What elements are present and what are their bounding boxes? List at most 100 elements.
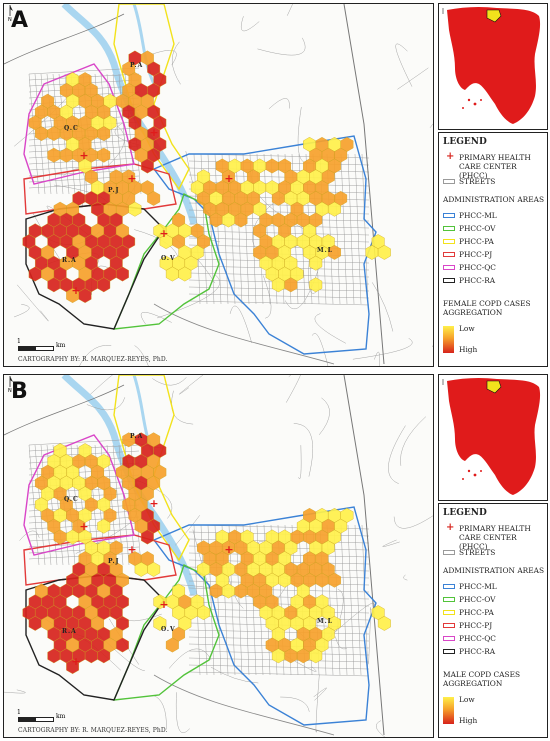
- legend-area-label: PHCC-RA: [459, 647, 496, 656]
- scale-bar-unit: km: [56, 713, 66, 720]
- phcc-marker-icon[interactable]: +: [159, 227, 168, 240]
- phcc-marker-icon[interactable]: +: [79, 520, 88, 533]
- legend-title: LEGEND: [443, 508, 487, 518]
- phcc-marker-icon[interactable]: +: [71, 655, 80, 668]
- north-arrow-icon: N: [8, 376, 13, 393]
- area-swatch: [443, 278, 455, 283]
- locator-inset-map: [438, 3, 548, 130]
- scale-bar: 1 km: [17, 338, 66, 351]
- area-swatch: [443, 649, 455, 654]
- legend-area-label: PHCC-RA: [459, 276, 496, 285]
- svg-text:N: N: [8, 388, 12, 393]
- hex-cell: [116, 266, 129, 282]
- phcc-marker-icon[interactable]: +: [159, 598, 168, 611]
- legend-phcc-label: PRIMARY HEALTH CARE CENTER (PHCC): [459, 524, 531, 551]
- phcc-marker-icon[interactable]: +: [224, 543, 233, 556]
- area-label-pa: P.A: [130, 62, 144, 69]
- red-cross-icon: +: [446, 522, 455, 533]
- area-swatch: [443, 636, 455, 641]
- scale-bar-track: [18, 717, 54, 722]
- city-map: + + + + + +: [4, 4, 433, 366]
- hex-cell: [377, 244, 391, 260]
- area-swatch: [443, 597, 455, 602]
- hex-cell: [97, 518, 111, 534]
- river-branch: [132, 4, 156, 85]
- legend-admin-title-text: ADMINISTRATION AREAS: [443, 566, 545, 575]
- hex-aggregation-layer: [22, 50, 391, 304]
- area-boundary-pa[interactable]: [113, 375, 190, 562]
- area-label-ov: O.V: [161, 626, 176, 633]
- phcc-marker-icon[interactable]: +: [127, 172, 136, 185]
- scale-bar-start: 1: [17, 338, 21, 345]
- locator-inset-map: [438, 374, 548, 501]
- map-frame[interactable]: + + + + + + A N 1 km CARTOGRAPHY BY: R. MARQU…: [3, 3, 434, 367]
- legend-area-label: PHCC-PJ: [459, 250, 493, 259]
- city-map: + + + + + +: [4, 375, 433, 737]
- hex-cell: [147, 561, 161, 577]
- legend-area-label: PHCC-PJ: [459, 621, 493, 630]
- svg-text:N: N: [8, 17, 12, 22]
- scale-bar-unit: km: [56, 342, 66, 349]
- hex-cell: [128, 201, 142, 217]
- legend-area-label: PHCC-ML: [459, 582, 497, 591]
- phcc-marker-icon[interactable]: +: [127, 543, 136, 556]
- aggregation-gradient-swatch: [443, 326, 454, 353]
- phcc-marker-icon[interactable]: +: [149, 497, 158, 510]
- hex-cell: [197, 605, 210, 621]
- area-label-pa: P.A: [130, 433, 144, 440]
- legend-admin-title: ADMINISTRATION AREAS: [443, 195, 545, 204]
- locator-island-map: [442, 6, 541, 125]
- area-label-ml: M.L: [317, 618, 333, 625]
- aggregation-gradient-swatch: [443, 697, 454, 724]
- area-swatch: [443, 213, 455, 218]
- hex-cell: [97, 277, 111, 293]
- area-label-pj: P.J: [108, 187, 120, 194]
- hex-cell: [47, 147, 61, 163]
- hex-cell: [141, 158, 154, 174]
- area-boundary-pa[interactable]: [113, 4, 190, 191]
- area-boundary-qc[interactable]: [23, 63, 135, 185]
- cartography-credit: CARTOGRAPHY BY: R. MARQUEZ-REYES, PhD.: [18, 356, 168, 363]
- legend-agg-title-text: MALE COPD CASES AGGREGATION: [443, 670, 521, 688]
- hex-cell: [328, 572, 341, 588]
- area-swatch: [443, 252, 455, 257]
- legend-agg-title-text: FEMALE COPD CASES AGGREGATION: [443, 299, 531, 317]
- area-label-qc: Q.C: [64, 125, 79, 132]
- scale-bar: 1 km: [17, 709, 66, 722]
- map-panel-a: + + + + + + A N 1 km CARTOGRAPHY BY: R. MARQU…: [0, 0, 550, 370]
- hex-cell: [97, 126, 111, 142]
- north-arrow-icon: N: [8, 5, 13, 22]
- legend-streets-label: STREETS: [459, 177, 496, 186]
- gradient-low-label: Low: [459, 324, 475, 333]
- legend-area-label: PHCC-OV: [459, 224, 496, 233]
- map-legend: LEGEND + PRIMARY HEALTH CARE CENTER (PHC…: [438, 503, 548, 738]
- hex-cell: [165, 637, 179, 653]
- legend-admin-title-text: ADMINISTRATION AREAS: [443, 195, 545, 204]
- map-legend: LEGEND + PRIMARY HEALTH CARE CENTER (PHC…: [438, 132, 548, 367]
- hex-cell: [234, 212, 248, 228]
- area-swatch: [443, 226, 455, 231]
- area-swatch: [443, 623, 455, 628]
- area-label-qc: Q.C: [64, 496, 79, 503]
- map-frame[interactable]: + + + + + + B N 1 km CARTOGRAPHY BY: R. MARQU…: [3, 374, 434, 738]
- phcc-marker-icon[interactable]: +: [224, 172, 233, 185]
- area-boundary-pj[interactable]: [23, 534, 177, 586]
- legend-admin-title: ADMINISTRATION AREAS: [443, 566, 545, 575]
- scale-bar-start: 1: [17, 709, 21, 716]
- phcc-marker-icon[interactable]: +: [71, 284, 80, 297]
- hex-cell: [309, 255, 323, 271]
- gradient-high-label: High: [459, 345, 478, 354]
- area-swatch: [443, 265, 455, 270]
- hex-cell: [377, 615, 391, 631]
- legend-area-label: PHCC-ML: [459, 211, 497, 220]
- hex-cell: [141, 529, 154, 545]
- phcc-marker-icon[interactable]: +: [149, 126, 158, 139]
- hex-aggregation-layer: [22, 432, 391, 675]
- phcc-marker-icon[interactable]: +: [79, 149, 88, 162]
- locator-island-map: [442, 377, 541, 495]
- area-boundary-qc[interactable]: [23, 434, 135, 556]
- area-label-pj: P.J: [108, 558, 120, 565]
- area-boundary-pj[interactable]: [23, 163, 177, 215]
- legend-area-label: PHCC-QC: [459, 263, 496, 272]
- streets-swatch: [443, 179, 455, 184]
